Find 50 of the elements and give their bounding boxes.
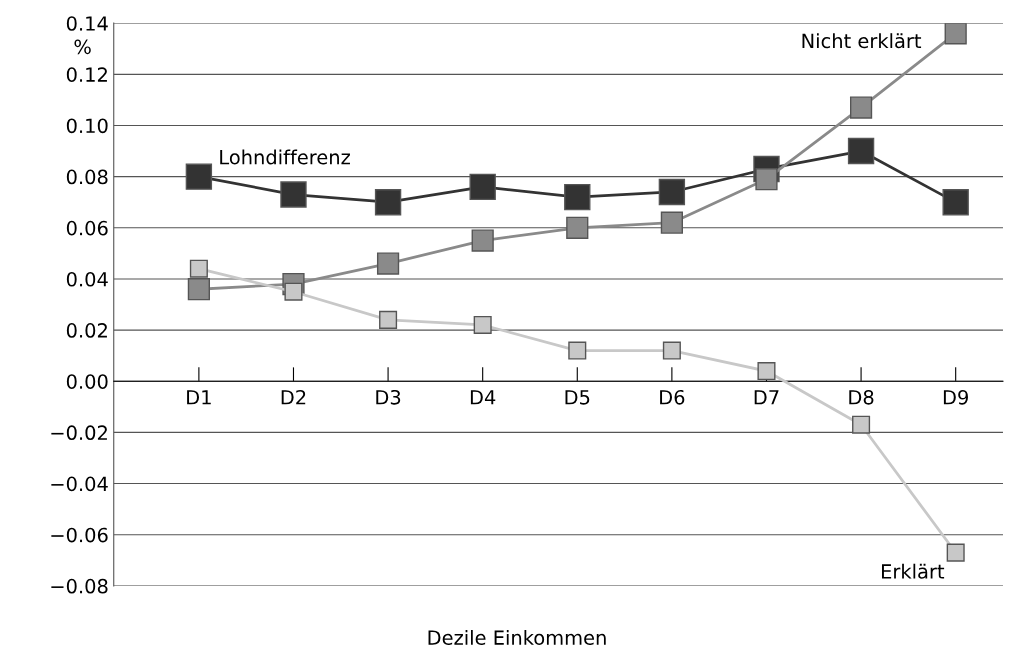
point xyxy=(566,216,589,239)
x-tick-label: D9 xyxy=(943,389,968,405)
point xyxy=(374,189,402,216)
point xyxy=(185,163,213,190)
x-tick-label: D2 xyxy=(281,389,306,405)
point xyxy=(942,189,969,216)
series-label: Erklärt xyxy=(882,563,945,579)
y-tick-label: 0.08 xyxy=(66,169,108,185)
x-tick-label: D1 xyxy=(187,390,211,405)
x-tick-label: D7 xyxy=(754,390,779,405)
point xyxy=(473,315,492,335)
point xyxy=(379,310,398,329)
x-tick-label: D3 xyxy=(376,389,401,405)
point xyxy=(662,341,681,360)
y-tick-label: 0.10 xyxy=(66,118,108,134)
point xyxy=(660,211,683,234)
y-tick-label: 0.02 xyxy=(66,323,107,338)
point xyxy=(376,252,400,275)
y-tick-label: 0.06 xyxy=(66,220,108,236)
y-tick-label: −0.04 xyxy=(51,476,108,492)
x-tick-label: D4 xyxy=(470,390,496,405)
y-tick-label: 0.04 xyxy=(66,271,108,287)
y-axis-title: % xyxy=(74,39,91,55)
x-tick-label: D6 xyxy=(660,389,685,405)
x-tick-label: D5 xyxy=(565,390,590,405)
x-tick-label: D8 xyxy=(849,389,874,405)
y-tick-label: −0.08 xyxy=(51,578,108,594)
series-label: Nicht erklärt xyxy=(802,33,922,49)
point xyxy=(564,183,591,211)
point xyxy=(852,415,871,434)
point xyxy=(189,259,208,278)
y-tick-label: 0.14 xyxy=(66,16,108,31)
point xyxy=(658,178,686,206)
point xyxy=(471,229,494,252)
point xyxy=(757,361,776,381)
point xyxy=(849,96,873,119)
point xyxy=(187,278,210,301)
point xyxy=(568,341,587,360)
point xyxy=(847,137,875,165)
y-tick-label: −0.02 xyxy=(51,425,107,441)
point xyxy=(284,282,303,301)
point xyxy=(944,23,967,45)
y-tick-label: 0.00 xyxy=(66,374,108,389)
y-tick-label: −0.06 xyxy=(51,527,108,543)
x-axis-title: Dezile Einkommen xyxy=(428,629,606,645)
point xyxy=(469,173,496,201)
point xyxy=(946,543,965,562)
series-label: Lohndifferenz xyxy=(220,149,350,165)
y-tick-label: 0.12 xyxy=(66,67,107,82)
point xyxy=(280,181,307,208)
